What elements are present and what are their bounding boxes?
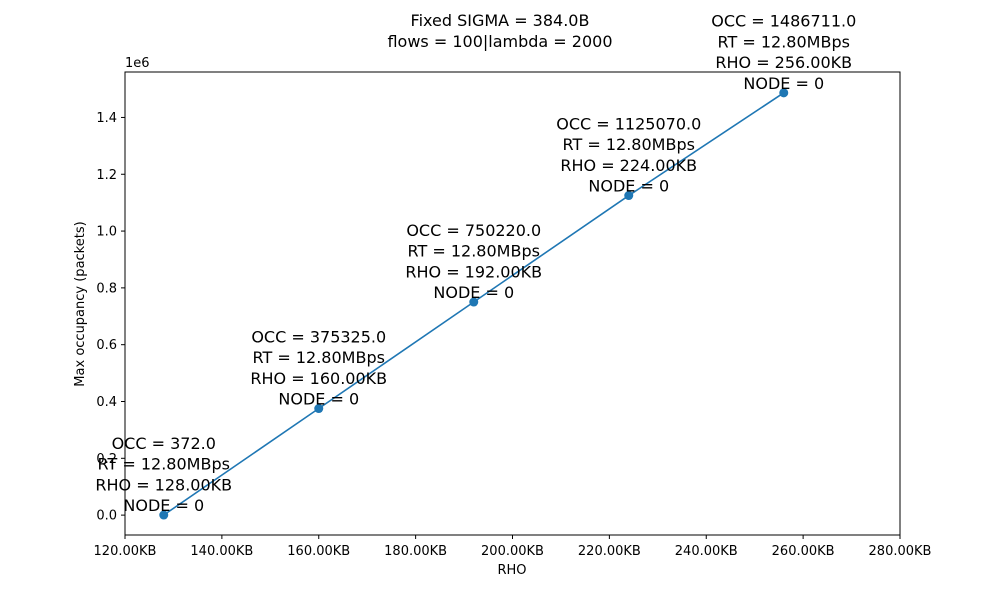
data-point <box>159 510 169 520</box>
plot-border <box>124 71 901 536</box>
x-tick-label: 240.00KB <box>675 544 738 559</box>
x-tick-label: 180.00KB <box>384 544 447 559</box>
y-axis: 0.0 0.2 0.4 0.6 0.8 1.0 1.2 1.4 <box>96 111 125 524</box>
annotation-line: RHO = 224.00KB <box>560 156 697 175</box>
annotation-line: RT = 12.80MBps <box>253 348 385 367</box>
annotation-block: OCC = 1125070.0 RT = 12.80MBps RHO = 224.0… <box>556 114 701 195</box>
annotation-line: RT = 12.80MBps <box>563 135 695 154</box>
annotation-line: RT = 12.80MBps <box>98 455 230 474</box>
annotation-line: RT = 12.80MBps <box>718 32 850 51</box>
y-offset-label: 1e6 <box>125 56 150 71</box>
y-tick-label: 1.2 <box>96 168 117 183</box>
annotation-block: OCC = 375325.0 RT = 12.80MBps RHO = 160.00… <box>250 327 387 408</box>
annotation-line: OCC = 375325.0 <box>251 327 386 346</box>
annotation-line: RHO = 192.00KB <box>405 262 542 281</box>
y-tick-label: 0.4 <box>96 395 117 410</box>
annotation-line: NODE = 0 <box>433 283 514 302</box>
annotation-line: NODE = 0 <box>123 496 204 515</box>
annotation-line: NODE = 0 <box>278 390 359 409</box>
data-point <box>624 191 634 201</box>
y-tick-label: 0.6 <box>96 338 117 353</box>
chart-title-line-1: Fixed SIGMA = 384.0B <box>411 11 590 30</box>
y-tick-label: 1.4 <box>96 111 117 126</box>
annotation-line: OCC = 1125070.0 <box>556 114 701 133</box>
y-tick-label: 0.0 <box>96 509 117 524</box>
annotation-line: NODE = 0 <box>743 74 824 93</box>
plot-area <box>124 71 901 536</box>
annotation-line: NODE = 0 <box>588 177 669 196</box>
data-point <box>469 297 479 307</box>
y-tick-label: 0.2 <box>96 452 117 467</box>
x-tick-label: 280.00KB <box>869 544 932 559</box>
data-point <box>314 404 324 414</box>
annotation-line: RHO = 128.00KB <box>95 475 232 494</box>
annotation-line: OCC = 372.0 <box>112 434 216 453</box>
x-tick-label: 220.00KB <box>578 544 641 559</box>
y-axis-label: Max occupancy (packets) <box>73 221 88 386</box>
x-tick-label: 200.00KB <box>481 544 544 559</box>
annotation-line: OCC = 1486711.0 <box>711 12 856 31</box>
x-tick-label: 120.00KB <box>94 544 157 559</box>
data-point <box>779 88 789 98</box>
chart-title: Fixed SIGMA = 384.0B flows = 100|lambda … <box>387 11 612 51</box>
annotation-line: RHO = 160.00KB <box>250 369 387 388</box>
x-tick-label: 260.00KB <box>772 544 835 559</box>
x-tick-label: 160.00KB <box>287 544 350 559</box>
annotation-line: RHO = 256.00KB <box>715 53 852 72</box>
chart-title-line-2: flows = 100|lambda = 2000 <box>387 32 612 51</box>
annotation-line: RT = 12.80MBps <box>408 242 540 261</box>
x-axis-label: RHO <box>497 563 526 578</box>
x-tick-label: 140.00KB <box>190 544 253 559</box>
annotation-line: OCC = 750220.0 <box>406 221 541 240</box>
series-layer <box>159 88 789 520</box>
y-tick-label: 0.8 <box>96 281 117 296</box>
x-axis: 120.00KB 140.00KB 160.00KB 180.00KB 200.00KB… <box>94 535 932 559</box>
y-tick-label: 1.0 <box>96 225 117 240</box>
annotation-block: OCC = 1486711.0RT = 12.80MBps RHO = 256.0… <box>711 12 856 93</box>
